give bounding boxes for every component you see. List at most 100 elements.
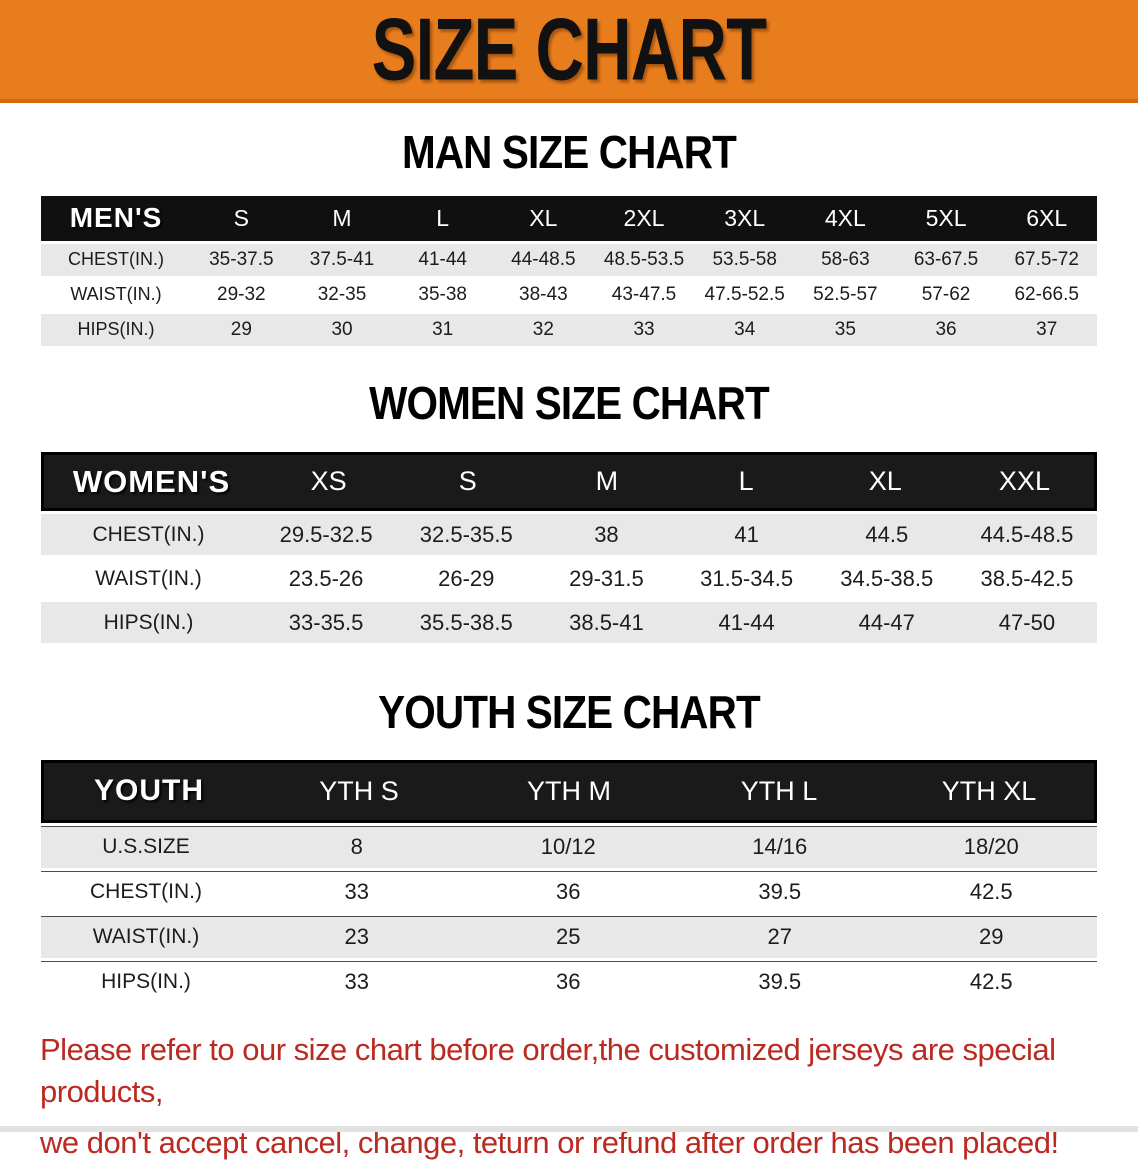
size-column-header: 2XL: [623, 204, 665, 231]
size-column-header: S: [458, 466, 477, 497]
disclaimer-line-1: Please refer to our size chart before or…: [40, 1031, 1056, 1109]
measurement-value: 34: [734, 318, 756, 340]
size-column-header: YTH XL: [941, 775, 1037, 806]
measurement-value: 48.5-53.5: [603, 248, 685, 270]
table-group-label: WOMEN'S: [72, 463, 231, 499]
measurement-label: U.S.SIZE: [102, 835, 190, 859]
measurement-value: 41-44: [718, 609, 775, 635]
table-row: WAIST(IN.) 23.5-26 26-29 29-31.5 31.5-34.5 34…: [41, 558, 1097, 600]
measurement-value: 39.5: [758, 969, 802, 995]
measurement-value: 23.5-26: [288, 565, 364, 591]
measurement-value: 29-32: [217, 283, 266, 305]
measurement-value: 42.5: [969, 879, 1013, 905]
measurement-value: 32-35: [317, 283, 367, 305]
measurement-value: 18/20: [963, 834, 1019, 860]
measurement-value: 29.5-32.5: [279, 521, 373, 547]
measurement-label: CHEST(IN.): [90, 880, 202, 904]
measurement-value: 41: [734, 521, 759, 547]
measurement-value: 35.5-38.5: [419, 609, 513, 635]
measurement-value: 38.5-41: [569, 609, 644, 635]
measurement-value: 43-47.5: [611, 283, 677, 305]
measurement-value: 29-31.5: [569, 565, 644, 591]
measurement-value: 35-38: [418, 283, 467, 305]
table-header-row: MEN'S S M L XL 2XL 3XL 4XL 5XL 6XL: [41, 195, 1097, 241]
table-row: CHEST(IN.) 33 36 39.5 42.5: [41, 870, 1097, 913]
measurement-value: 44.5: [865, 521, 909, 547]
measurement-value: 36: [935, 318, 957, 340]
measurement-value: 34.5-38.5: [840, 565, 934, 591]
size-column-header: S: [233, 204, 249, 231]
youth-size-table: YOUTH YTH S YTH M YTH L YTH XL U.S.SIZE 8 10/12…: [41, 759, 1097, 1003]
measurement-value: 44.5-48.5: [980, 521, 1074, 547]
measurement-value: 38: [594, 521, 619, 547]
measurement-value: 33: [633, 318, 655, 340]
size-column-header: XL: [868, 466, 902, 497]
measurement-value: 14/16: [752, 834, 808, 860]
measurement-value: 32.5-35.5: [419, 521, 513, 547]
measurement-value: 44-47: [858, 609, 915, 635]
women-size-table: WOMEN'S XS S M L XL XXL CHEST(IN.) 29.5-32.5 32.5…: [41, 452, 1097, 644]
size-column-header: 4XL: [824, 204, 866, 231]
measurement-value: 31.5-34.5: [700, 565, 794, 591]
men-size-table: MEN'S S M L XL 2XL 3XL 4XL 5XL 6XL CHEST(IN.) 35-37…: [41, 195, 1097, 346]
measurement-value: 42.5: [969, 969, 1013, 995]
size-column-header: 6XL: [1026, 204, 1068, 231]
measurement-value: 23: [344, 924, 369, 950]
measurement-value: 26-29: [438, 565, 495, 591]
youth-size-section: YOUTH SIZE CHART YOUTH YTH S YTH M YTH L YTH…: [0, 643, 1138, 1003]
measurement-value: 27: [767, 924, 792, 950]
measurement-label: HIPS(IN.): [77, 319, 155, 340]
measurement-value: 44-48.5: [511, 248, 576, 270]
size-column-header: XL: [529, 204, 558, 231]
men-size-section: MAN SIZE CHART MEN'S S M L XL 2XL 3XL 4XL 5XL 6XL…: [0, 103, 1138, 346]
measurement-label: CHEST(IN.): [68, 249, 164, 270]
table-header-row: WOMEN'S XS S M L XL XXL: [41, 452, 1097, 512]
measurement-value: 62-66.5: [1014, 283, 1079, 305]
size-column-header: XXL: [998, 466, 1050, 497]
table-row: HIPS(IN.) 33-35.5 35.5-38.5 38.5-41 41-44 44-…: [41, 602, 1097, 644]
measurement-value: 31: [432, 318, 454, 340]
table-row: CHEST(IN.) 29.5-32.5 32.5-35.5 38 41 44.5 44.5…: [41, 514, 1097, 556]
measurement-value: 33: [344, 969, 369, 995]
measurement-value: 10/12: [540, 834, 596, 860]
measurement-value: 38-43: [519, 283, 568, 305]
measurement-label: CHEST(IN.): [92, 522, 205, 546]
size-column-header: YTH S: [319, 775, 399, 806]
men-section-heading: MAN SIZE CHART: [401, 126, 737, 178]
measurement-value: 63-67.5: [913, 248, 979, 270]
measurement-value: 33-35.5: [288, 609, 364, 635]
measurement-value: 38.5-42.5: [980, 565, 1074, 591]
measurement-value: 39.5: [758, 879, 802, 905]
table-header-row: YOUTH YTH S YTH M YTH L YTH XL: [41, 759, 1097, 823]
measurement-value: 35-37.5: [209, 248, 274, 270]
table-row: U.S.SIZE 8 10/12 14/16 18/20: [41, 825, 1097, 868]
size-column-header: YTH M: [527, 775, 611, 806]
measurement-value: 52.5-57: [813, 283, 878, 305]
measurement-value: 33: [344, 879, 369, 905]
size-column-header: L: [738, 466, 754, 497]
measurement-label: WAIST(IN.): [70, 284, 162, 305]
size-column-header: M: [595, 466, 619, 497]
measurement-value: 47.5-52.5: [704, 283, 785, 305]
measurement-value: 47-50: [998, 609, 1056, 635]
measurement-value: 32: [532, 318, 554, 340]
measurement-value: 29: [230, 318, 252, 340]
table-row: HIPS(IN.) 29 30 31 32 33 34 35 36 37: [41, 313, 1097, 346]
size-column-header: M: [332, 204, 352, 231]
size-column-header: 5XL: [925, 204, 967, 231]
youth-section-heading: YOUTH SIZE CHART: [378, 686, 761, 739]
measurement-value: 37: [1036, 318, 1058, 340]
banner: SIZE CHART: [0, 0, 1138, 103]
measurement-value: 25: [556, 924, 581, 950]
measurement-value: 30: [331, 318, 353, 340]
measurement-value: 35: [834, 318, 856, 340]
table-row: CHEST(IN.) 35-37.5 37.5-41 41-44 44-48.5 48.5…: [41, 243, 1097, 276]
measurement-value: 36: [556, 879, 581, 905]
measurement-value: 29: [979, 924, 1004, 950]
women-size-section: WOMEN SIZE CHART WOMEN'S XS S M L XL XXL CHEST(…: [0, 346, 1138, 644]
size-column-header: L: [436, 204, 450, 231]
table-group-label: MEN'S: [69, 202, 163, 234]
table-row: HIPS(IN.) 33 36 39.5 42.5: [41, 960, 1097, 1003]
table-row: WAIST(IN.) 29-32 32-35 35-38 38-43 43-47.5 47.…: [41, 278, 1097, 311]
measurement-label: WAIST(IN.): [92, 925, 200, 949]
